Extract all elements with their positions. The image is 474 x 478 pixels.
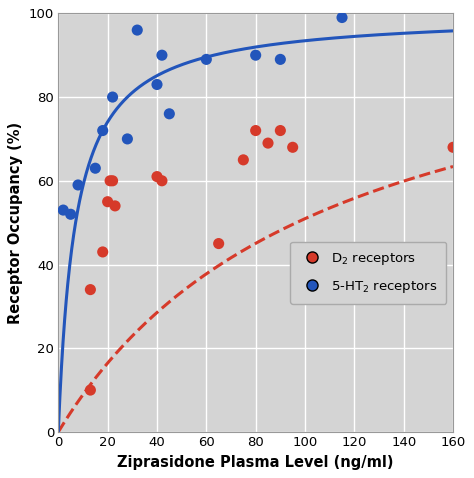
- Point: [449, 143, 457, 151]
- Point: [338, 14, 346, 22]
- Point: [215, 240, 222, 248]
- Point: [134, 26, 141, 34]
- Point: [153, 81, 161, 88]
- Point: [99, 127, 107, 134]
- Point: [104, 198, 111, 206]
- Point: [165, 110, 173, 118]
- Point: [252, 51, 259, 59]
- Y-axis label: Receptor Occupancy (%): Receptor Occupancy (%): [9, 121, 23, 324]
- Point: [158, 51, 166, 59]
- Point: [202, 55, 210, 63]
- Point: [153, 173, 161, 180]
- X-axis label: Ziprasidone Plasma Level (ng/ml): Ziprasidone Plasma Level (ng/ml): [118, 455, 394, 470]
- Point: [106, 177, 114, 185]
- Point: [124, 135, 131, 143]
- Point: [276, 127, 284, 134]
- Point: [91, 164, 99, 172]
- Point: [289, 143, 296, 151]
- Point: [239, 156, 247, 163]
- Point: [158, 177, 166, 185]
- Point: [99, 248, 107, 256]
- Point: [252, 127, 259, 134]
- Point: [87, 286, 94, 293]
- Point: [109, 93, 117, 101]
- Point: [111, 202, 119, 210]
- Point: [276, 55, 284, 63]
- Point: [264, 139, 272, 147]
- Point: [59, 206, 67, 214]
- Legend: D$_2$ receptors, 5-HT$_2$ receptors: D$_2$ receptors, 5-HT$_2$ receptors: [290, 242, 447, 304]
- Point: [109, 177, 117, 185]
- Point: [67, 210, 74, 218]
- Point: [74, 181, 82, 189]
- Point: [87, 386, 94, 394]
